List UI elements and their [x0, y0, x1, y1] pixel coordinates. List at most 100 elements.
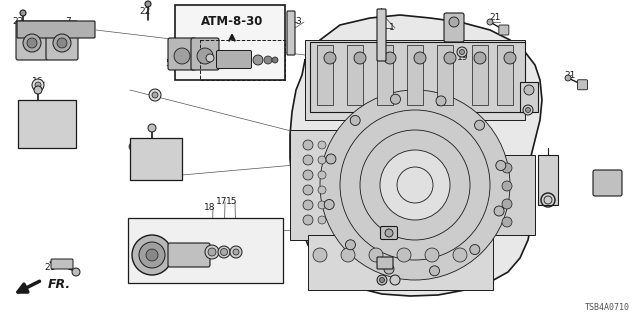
- Text: 1: 1: [389, 23, 395, 33]
- Circle shape: [494, 206, 504, 216]
- Circle shape: [350, 116, 360, 125]
- Circle shape: [197, 48, 213, 64]
- Circle shape: [318, 201, 326, 209]
- Circle shape: [23, 34, 41, 52]
- Text: 17: 17: [216, 197, 228, 206]
- Circle shape: [303, 215, 313, 225]
- Circle shape: [318, 141, 326, 149]
- FancyBboxPatch shape: [168, 243, 210, 267]
- Circle shape: [313, 248, 327, 262]
- Circle shape: [32, 79, 44, 91]
- FancyBboxPatch shape: [381, 227, 397, 239]
- Circle shape: [132, 235, 172, 275]
- Circle shape: [303, 140, 313, 150]
- Circle shape: [152, 92, 158, 98]
- FancyBboxPatch shape: [444, 13, 464, 42]
- Circle shape: [341, 248, 355, 262]
- Circle shape: [474, 120, 484, 130]
- Circle shape: [72, 268, 80, 276]
- Circle shape: [148, 124, 156, 132]
- Circle shape: [221, 249, 227, 255]
- Circle shape: [272, 57, 278, 63]
- Text: 14: 14: [392, 253, 404, 262]
- Text: 22: 22: [12, 18, 24, 27]
- Bar: [347, 45, 363, 105]
- Bar: [305, 40, 525, 120]
- Circle shape: [146, 249, 158, 261]
- Circle shape: [369, 248, 383, 262]
- FancyBboxPatch shape: [216, 51, 252, 68]
- Circle shape: [425, 248, 439, 262]
- Circle shape: [377, 275, 387, 285]
- Bar: [128, 218, 283, 283]
- Text: 8: 8: [47, 110, 53, 119]
- Bar: [317, 45, 333, 105]
- Text: 6: 6: [127, 143, 133, 153]
- Circle shape: [565, 75, 571, 81]
- Circle shape: [20, 10, 26, 16]
- Bar: [377, 45, 393, 105]
- Circle shape: [303, 155, 313, 165]
- FancyBboxPatch shape: [51, 259, 73, 269]
- Circle shape: [35, 82, 41, 88]
- Bar: [308, 235, 493, 290]
- Circle shape: [139, 242, 165, 268]
- Circle shape: [145, 1, 151, 7]
- Circle shape: [318, 186, 326, 194]
- Text: 23: 23: [596, 178, 608, 187]
- FancyBboxPatch shape: [16, 21, 48, 60]
- Text: 15: 15: [227, 197, 237, 206]
- Text: FR.: FR.: [48, 278, 71, 292]
- Circle shape: [318, 156, 326, 164]
- Circle shape: [326, 154, 336, 164]
- Circle shape: [318, 216, 326, 224]
- Circle shape: [460, 50, 465, 54]
- Circle shape: [354, 52, 366, 64]
- Circle shape: [457, 47, 467, 57]
- Circle shape: [206, 54, 214, 62]
- Circle shape: [34, 86, 42, 94]
- Circle shape: [318, 171, 326, 179]
- FancyBboxPatch shape: [577, 80, 588, 90]
- Circle shape: [27, 38, 37, 48]
- Circle shape: [218, 246, 230, 258]
- Circle shape: [385, 229, 393, 237]
- Circle shape: [205, 245, 219, 259]
- Circle shape: [346, 240, 355, 250]
- Circle shape: [390, 94, 401, 104]
- Bar: [437, 45, 453, 105]
- Circle shape: [53, 34, 71, 52]
- Text: 20: 20: [542, 190, 554, 199]
- FancyBboxPatch shape: [287, 11, 295, 55]
- Circle shape: [524, 85, 534, 95]
- Circle shape: [523, 105, 533, 115]
- Text: 10: 10: [169, 244, 180, 252]
- Text: 21: 21: [564, 70, 576, 79]
- Circle shape: [174, 48, 190, 64]
- FancyBboxPatch shape: [168, 38, 196, 70]
- Text: 11: 11: [384, 228, 396, 236]
- FancyBboxPatch shape: [191, 38, 219, 70]
- Circle shape: [444, 52, 456, 64]
- Bar: [18, 100, 76, 148]
- Circle shape: [414, 52, 426, 64]
- Text: 12: 12: [446, 13, 458, 22]
- Circle shape: [544, 196, 552, 204]
- Text: 18: 18: [204, 204, 216, 212]
- Text: 4: 4: [249, 52, 255, 60]
- Text: 13: 13: [519, 84, 531, 92]
- FancyBboxPatch shape: [377, 257, 393, 269]
- Circle shape: [502, 181, 512, 191]
- Circle shape: [397, 167, 433, 203]
- Circle shape: [320, 90, 510, 280]
- Circle shape: [502, 163, 512, 173]
- Circle shape: [384, 52, 396, 64]
- Text: ATM-8-30: ATM-8-30: [201, 15, 263, 28]
- FancyBboxPatch shape: [377, 9, 386, 61]
- Bar: [490, 155, 535, 235]
- FancyBboxPatch shape: [46, 21, 78, 60]
- Bar: [290, 130, 340, 240]
- Circle shape: [496, 161, 506, 171]
- FancyBboxPatch shape: [593, 170, 622, 196]
- Circle shape: [449, 17, 459, 27]
